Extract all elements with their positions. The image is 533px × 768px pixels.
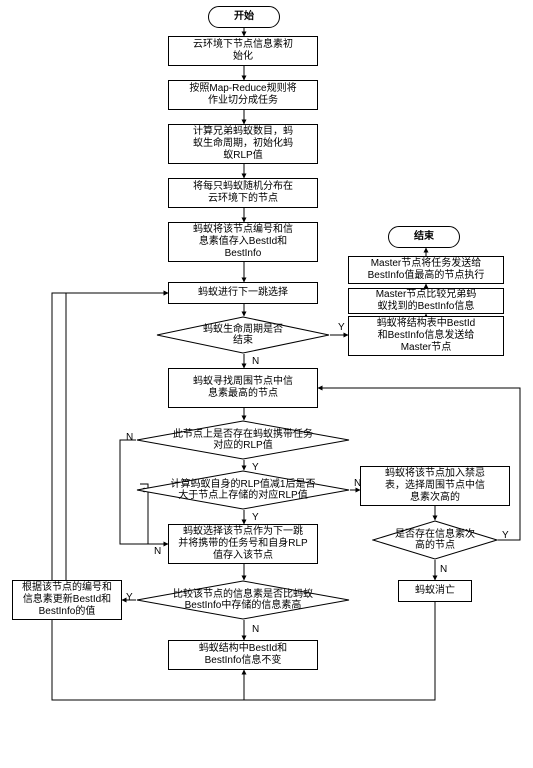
node-p_keep: 蚂蚁结构中BestId和BestInfo信息不变 bbox=[168, 640, 318, 670]
branch-label: N bbox=[252, 356, 259, 367]
node-label: 蚂蚁将结构表中BestId和BestInfo信息发送给Master节点 bbox=[377, 318, 475, 354]
node-end: 结束 bbox=[388, 226, 460, 248]
node-p_cmp: Master节点比较兄弟蚂蚁找到的BestInfo信息 bbox=[348, 288, 504, 314]
node-label: Master节点将任务发送给BestInfo值最高的节点执行 bbox=[368, 258, 485, 282]
node-p_dist: 将每只蚂蚁随机分布在云环境下的节点 bbox=[168, 178, 318, 208]
node-label: 蚂蚁寻找周围节点中信息素最高的节点 bbox=[193, 376, 293, 400]
node-p_store: 蚂蚁将该节点编号和信息素值存入BestId和BestInfo bbox=[168, 222, 318, 262]
node-p_mapred: 按照Map-Reduce规则将作业切分成任务 bbox=[168, 80, 318, 110]
node-label: 开始 bbox=[234, 11, 254, 23]
node-p_antinit: 计算兄弟蚂蚁数目，蚂蚁生命周期，初始化蚂蚁RLP值 bbox=[168, 124, 318, 164]
branch-label: Y bbox=[252, 512, 259, 523]
node-label: 蚂蚁消亡 bbox=[415, 585, 455, 597]
node-label: 蚂蚁将该节点加入禁忌表，选择周围节点中信息素次高的 bbox=[385, 468, 485, 504]
branch-label: N bbox=[154, 546, 161, 557]
node-d_infocmp: 比较该节点的信息素是否比蚂蚁BestInfo中存储的信息素高 bbox=[136, 580, 350, 620]
node-p_tabu: 蚂蚁将该节点加入禁忌表，选择周围节点中信息素次高的 bbox=[360, 466, 510, 506]
node-p_die: 蚂蚁消亡 bbox=[398, 580, 472, 602]
node-p_init: 云环境下节点信息素初始化 bbox=[168, 36, 318, 66]
node-label: 蚂蚁结构中BestId和BestInfo信息不变 bbox=[199, 643, 287, 667]
node-p_nexthop: 蚂蚁进行下一跳选择 bbox=[168, 282, 318, 304]
branch-label: Y bbox=[252, 462, 259, 473]
node-p_findmax: 蚂蚁寻找周围节点中信息素最高的节点 bbox=[168, 368, 318, 408]
node-start: 开始 bbox=[208, 6, 280, 28]
node-label: 是否存在信息素次高的节点 bbox=[395, 529, 475, 552]
branch-label: Y bbox=[502, 530, 509, 541]
node-label: 结束 bbox=[414, 231, 434, 243]
node-d_exist2nd: 是否存在信息素次高的节点 bbox=[372, 520, 498, 560]
node-label: 将每只蚂蚁随机分布在云环境下的节点 bbox=[193, 181, 293, 205]
branch-label: N bbox=[354, 478, 361, 489]
node-p_select: 蚂蚁选择该节点作为下一跳并将携带的任务号和自身RLP值存入该节点 bbox=[168, 524, 318, 564]
node-label: 计算蚂蚁自身的RLP值减1后是否大于节点上存储的对应RLP值 bbox=[170, 479, 315, 502]
node-label: 比较该节点的信息素是否比蚂蚁BestInfo中存储的信息素高 bbox=[173, 589, 313, 612]
node-label: 蚂蚁将该节点编号和信息素值存入BestId和BestInfo bbox=[193, 224, 293, 260]
node-label: Master节点比较兄弟蚂蚁找到的BestInfo信息 bbox=[376, 289, 477, 313]
node-d_rlpcmp: 计算蚂蚁自身的RLP值减1后是否大于节点上存储的对应RLP值 bbox=[136, 470, 350, 510]
branch-label: Y bbox=[126, 592, 133, 603]
node-label: 蚂蚁选择该节点作为下一跳并将携带的任务号和自身RLP值存入该节点 bbox=[178, 526, 307, 562]
branch-label: N bbox=[126, 432, 133, 443]
node-label: 根据该节点的编号和信息素更新BestId和BestInfo的值 bbox=[22, 582, 112, 618]
flowchart-canvas: 开始结束云环境下节点信息素初始化按照Map-Reduce规则将作业切分成任务计算… bbox=[0, 0, 533, 768]
branch-label: Y bbox=[338, 322, 345, 333]
node-label: 云环境下节点信息素初始化 bbox=[193, 39, 293, 63]
node-d_lifeend: 蚂蚁生命周期是否结束 bbox=[156, 316, 330, 354]
node-p_update: 根据该节点的编号和信息素更新BestId和BestInfo的值 bbox=[12, 580, 122, 620]
node-p_send: 蚂蚁将结构表中BestId和BestInfo信息发送给Master节点 bbox=[348, 316, 504, 356]
node-label: 计算兄弟蚂蚁数目，蚂蚁生命周期，初始化蚂蚁RLP值 bbox=[193, 126, 293, 162]
node-label: 蚂蚁生命周期是否结束 bbox=[203, 324, 283, 347]
node-label: 蚂蚁进行下一跳选择 bbox=[198, 287, 288, 299]
node-label: 此节点上是否存在蚂蚁携带任务对应的RLP值 bbox=[173, 429, 313, 452]
node-d_hasrlp: 此节点上是否存在蚂蚁携带任务对应的RLP值 bbox=[136, 420, 350, 460]
branch-label: N bbox=[252, 624, 259, 635]
node-p_dispatch: Master节点将任务发送给BestInfo值最高的节点执行 bbox=[348, 256, 504, 284]
node-label: 按照Map-Reduce规则将作业切分成任务 bbox=[189, 83, 296, 107]
branch-label: N bbox=[440, 564, 447, 575]
